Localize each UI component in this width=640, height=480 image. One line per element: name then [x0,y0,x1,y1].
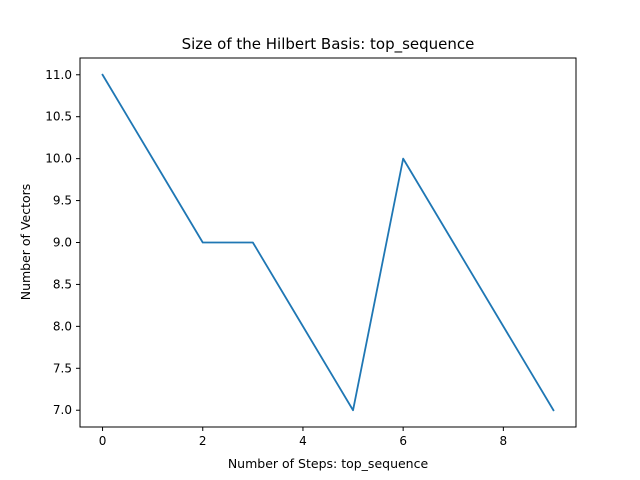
y-tick-label: 7.0 [53,403,72,417]
x-tick-label: 2 [199,434,207,448]
tick-group: 0 2 4 6 8 7.0 7.5 8.0 8.5 9.0 9.5 10.0 10.5 11.0 [45,68,507,448]
y-axis-label: Number of Vectors [18,184,33,301]
y-tick-label: 11.0 [45,68,72,82]
chart-title: Size of the Hilbert Basis: top_sequence [182,35,475,54]
y-tick-label: 7.5 [53,361,72,375]
plot-area-frame [79,57,577,428]
series-line [101,73,555,412]
y-tick-label: 10.5 [45,110,72,124]
y-tick-label: 9.0 [53,236,72,250]
y-tick-label: 8.0 [53,319,72,333]
x-tick-label: 0 [99,434,107,448]
plot-lines [101,73,555,412]
y-tick-label: 10.0 [45,152,72,166]
y-tick-label: 8.5 [53,277,72,291]
x-tick-label: 4 [299,434,307,448]
x-tick-label: 8 [500,434,508,448]
x-tick-label: 6 [399,434,407,448]
x-axis-label: Number of Steps: top_sequence [228,456,429,471]
y-tick-label: 9.5 [53,194,72,208]
